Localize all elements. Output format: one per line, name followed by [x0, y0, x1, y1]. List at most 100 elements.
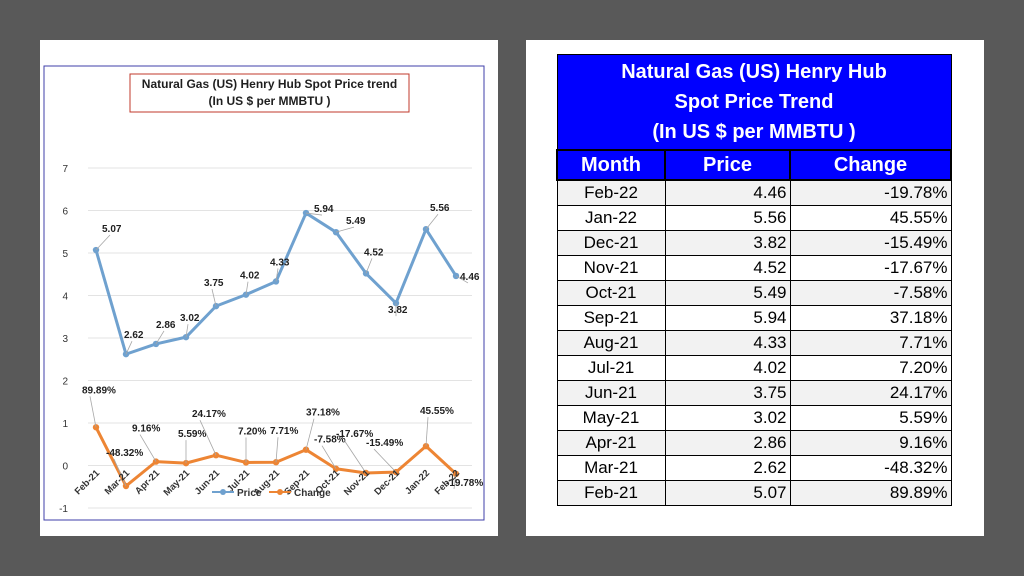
price-data-label: 5.07: [102, 224, 122, 235]
price-point: [242, 291, 250, 298]
price-trend-line-chart: Natural Gas (US) Henry Hub Spot Price tr…: [43, 65, 485, 521]
y-tick-label: -1: [59, 504, 68, 515]
leader-line: [155, 330, 165, 345]
price-data-label: 4.52: [364, 247, 384, 258]
month-cell: Jan-22: [556, 205, 666, 231]
price-cell: 4.46: [664, 179, 791, 206]
change-cell: -48.32%: [789, 455, 952, 481]
legend-price-label: Price: [237, 488, 262, 499]
table-row: Oct-21 5.49 -7.58%: [556, 280, 952, 306]
price-data-label: 5.49: [346, 216, 366, 227]
change-data-label: 5.59%: [178, 429, 206, 440]
leader-line: [245, 281, 249, 295]
month-cell: Nov-21: [556, 255, 666, 281]
y-tick-label: 4: [62, 292, 68, 303]
table-row: Aug-21 4.33 7.71%: [556, 330, 952, 356]
price-data-label: 4.46: [460, 272, 480, 283]
leader-line: [365, 258, 373, 274]
change-point: [122, 482, 130, 490]
legend-change-marker: [277, 489, 283, 495]
chart-legend: Price Change: [212, 488, 331, 499]
chart-title-line-1: Natural Gas (US) Henry Hub Spot Price tr…: [142, 77, 397, 91]
leader-line: [335, 226, 355, 233]
leader-line: [305, 212, 323, 216]
price-table: Natural Gas (US) Henry Hub Spot Price Tr…: [556, 54, 952, 506]
table-row: Feb-22 4.46 -19.78%: [556, 179, 952, 206]
chart-title-line-2: (In US $ per MMBTU ): [209, 94, 331, 108]
column-header-change: Change: [789, 149, 952, 181]
change-data-label: 9.16%: [132, 424, 160, 435]
change-cell: 9.16%: [789, 430, 952, 456]
table-row: Jul-21 4.02 7.20%: [556, 355, 952, 381]
leader-line: [321, 445, 337, 469]
leader-line: [95, 234, 111, 251]
price-cell: 4.52: [664, 255, 791, 281]
leader-line: [455, 275, 469, 284]
leader-line: [425, 213, 439, 230]
month-cell: Jun-21: [556, 380, 666, 406]
change-data-label: 7.20%: [238, 426, 266, 437]
price-data-label: 5.94: [314, 204, 334, 215]
change-data-label: -7.58%: [314, 435, 346, 446]
x-tick-label: Apr-21: [133, 467, 163, 497]
month-cell: Sep-21: [556, 305, 666, 331]
month-cell: Mar-21: [556, 455, 666, 481]
change-data-label: -48.32%: [106, 448, 143, 459]
table-row: Jan-22 5.56 45.55%: [556, 205, 952, 231]
leader-line: [139, 434, 157, 462]
change-data-label: 7.71%: [270, 426, 298, 437]
price-cell: 5.94: [664, 305, 791, 331]
change-cell: -19.78%: [789, 179, 952, 206]
price-cell: 5.56: [664, 205, 791, 231]
column-header-price: Price: [664, 149, 791, 181]
month-cell: Oct-21: [556, 280, 666, 306]
change-cell: 45.55%: [789, 205, 952, 231]
price-data-label: 2.62: [124, 330, 144, 341]
change-cell: 24.17%: [789, 380, 952, 406]
price-data-label: 5.56: [430, 203, 450, 214]
leader-line: [453, 473, 457, 489]
price-data-label: 4.02: [240, 271, 260, 282]
price-cell: 3.75: [664, 380, 791, 406]
price-data-label: 4.33: [270, 257, 290, 268]
plot-frame: [43, 65, 485, 521]
table-title-line-3: (In US $ per MMBTU ): [652, 121, 856, 143]
table-panel: Natural Gas (US) Henry Hub Spot Price Tr…: [526, 40, 984, 536]
change-cell: 37.18%: [789, 305, 952, 331]
month-cell: Feb-22: [556, 179, 666, 206]
legend-change-label: Change: [294, 488, 331, 499]
y-tick-label: 6: [62, 207, 68, 218]
change-cell: -17.67%: [789, 255, 952, 281]
y-tick-label: 0: [62, 462, 68, 473]
change-point: [152, 458, 160, 465]
leader-line: [373, 448, 397, 473]
price-point: [392, 299, 400, 307]
y-tick-label: 7: [62, 164, 68, 175]
x-tick-label: Jan-22: [403, 468, 432, 497]
y-tick-label: 2: [62, 377, 68, 388]
column-header-month: Month: [556, 149, 666, 181]
month-cell: May-21: [556, 405, 666, 431]
table-row: Apr-21 2.86 9.16%: [556, 430, 952, 456]
leader-line: [305, 418, 315, 450]
change-data-label: 37.18%: [306, 408, 340, 419]
y-tick-label: 5: [62, 249, 68, 260]
change-cell: -15.49%: [789, 230, 952, 256]
table-row: Feb-21 5.07 89.89%: [556, 480, 952, 506]
month-cell: Feb-21: [556, 480, 666, 506]
change-cell: 5.59%: [789, 405, 952, 431]
legend-price-marker: [220, 489, 226, 495]
price-data-label: 2.86: [156, 320, 176, 331]
table-title-line-1: Natural Gas (US) Henry Hub: [621, 61, 887, 83]
change-cell: -7.58%: [789, 280, 952, 306]
change-data-label: 24.17%: [192, 409, 226, 420]
price-cell: 5.49: [664, 280, 791, 306]
x-tick-label: Feb-21: [73, 467, 103, 497]
change-cell: 7.20%: [789, 355, 952, 381]
leader-line: [113, 458, 127, 487]
leader-line: [343, 439, 367, 474]
table-row: Mar-21 2.62 -48.32%: [556, 455, 952, 481]
table-row: Sep-21 5.94 37.18%: [556, 305, 952, 331]
change-data-label: -17.67%: [336, 429, 373, 440]
leader-line: [125, 340, 133, 355]
